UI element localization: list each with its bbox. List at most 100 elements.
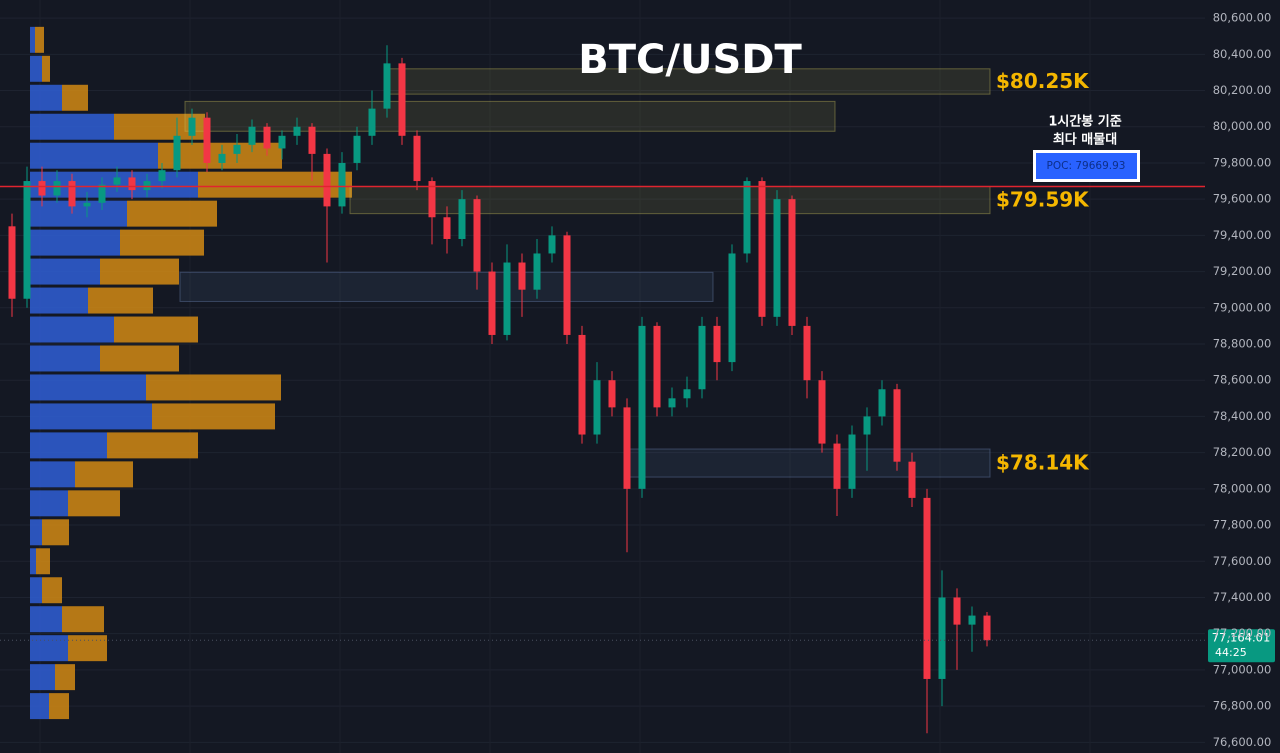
profile-bar (42, 519, 69, 546)
profile-bar (114, 316, 198, 343)
candle-body (593, 380, 601, 435)
candle-body (608, 380, 616, 408)
candle-body (518, 262, 526, 290)
candle-body (128, 177, 136, 191)
candle-body (503, 262, 511, 335)
candle-body (548, 235, 556, 254)
profile-bar (55, 664, 75, 691)
y-tick-label: 79,800.00 (1213, 155, 1272, 169)
candle-body (68, 181, 76, 207)
candle-body (278, 135, 286, 149)
candles (8, 45, 991, 734)
candle-body (818, 380, 826, 444)
profile-bar (30, 84, 62, 111)
candle-body (338, 162, 346, 207)
profile-bar (88, 287, 153, 314)
profile-bar (30, 519, 42, 546)
profile-bar (146, 374, 281, 401)
profile-bar (30, 316, 114, 343)
profile-bar (30, 113, 114, 140)
poc-note: 1시간봉 기준 (1048, 114, 1121, 130)
zone-label: $79.59K (996, 188, 1090, 212)
candle-body (83, 202, 91, 207)
candle-body (293, 126, 301, 136)
candle-body (113, 177, 121, 185)
candle-body (698, 325, 706, 390)
candle-body (23, 181, 31, 299)
candle-body (218, 153, 226, 163)
zones (179, 68, 991, 478)
candle-body (158, 170, 166, 182)
y-tick-label: 79,600.00 (1213, 192, 1272, 206)
profile-bar (62, 84, 88, 111)
poc-label: POC: 79669.93 (1047, 160, 1126, 172)
candle-body (923, 497, 931, 679)
candle-body (368, 108, 376, 136)
profile-bar (30, 548, 36, 575)
candle-body (413, 135, 421, 182)
candle-body (983, 615, 991, 641)
candle-body (728, 253, 736, 363)
y-tick-label: 77,800.00 (1213, 518, 1272, 532)
candle-body (173, 135, 181, 171)
profile-bar (30, 229, 120, 256)
candle-body (233, 144, 241, 154)
y-tick-label: 78,200.00 (1213, 445, 1272, 459)
candle-body (98, 184, 106, 203)
last-price-box (1208, 629, 1275, 663)
y-tick-label: 80,400.00 (1213, 47, 1272, 61)
candle-body (878, 389, 886, 417)
candle-body (578, 334, 586, 435)
candle-body (683, 389, 691, 399)
poc-box (1033, 150, 1140, 182)
profile-bar (30, 26, 35, 53)
candle-body (563, 235, 571, 335)
candle-body (938, 597, 946, 679)
zone-label: $78.14K (996, 451, 1090, 475)
profile-bar (30, 432, 107, 459)
poc-note: 최다 매물대 (1053, 132, 1117, 148)
candle-body (713, 325, 721, 363)
y-tick-label: 78,800.00 (1213, 337, 1272, 351)
candle-body (893, 389, 901, 462)
profile-bar (68, 635, 107, 662)
profile-bar (100, 345, 179, 372)
zone (184, 100, 836, 132)
candle-body (323, 153, 331, 207)
candle-body (833, 443, 841, 489)
candle-body (638, 325, 646, 489)
profile-bar (62, 606, 104, 633)
profile-bar (36, 548, 50, 575)
candle-body (308, 126, 316, 154)
profile-bar (49, 693, 69, 720)
profile-bar (30, 55, 42, 82)
candle-body (248, 126, 256, 145)
profile-bar (30, 142, 158, 169)
candle-body (473, 199, 481, 272)
candle-body (8, 226, 16, 299)
profile-bar (127, 200, 217, 227)
candle-body (383, 63, 391, 109)
candle-body (188, 117, 196, 136)
profile-bar (35, 26, 44, 53)
profile-bar (107, 432, 198, 459)
y-tick-label: 77,400.00 (1213, 590, 1272, 604)
y-tick-label: 79,200.00 (1213, 264, 1272, 278)
candle-body (533, 253, 541, 290)
y-tick-label: 76,600.00 (1213, 735, 1272, 749)
profile-bar (30, 490, 68, 517)
candle-body (458, 199, 466, 239)
profile-bar (30, 403, 152, 430)
candle-body (743, 181, 751, 254)
candle-body (428, 181, 436, 218)
y-tick-label: 77,000.00 (1213, 662, 1272, 676)
y-tick-label: 78,400.00 (1213, 409, 1272, 423)
profile-bar (75, 461, 133, 488)
candle-body (788, 199, 796, 326)
candle-body (758, 181, 766, 317)
zone (349, 185, 991, 215)
candle-body (143, 181, 151, 191)
candle-body (53, 181, 61, 196)
y-tick-label: 79,000.00 (1213, 300, 1272, 314)
